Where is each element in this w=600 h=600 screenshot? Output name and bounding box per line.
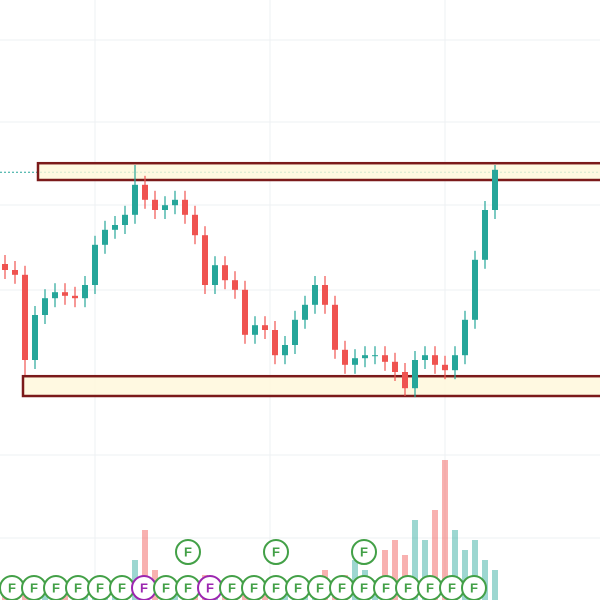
volume-bar (382, 550, 388, 600)
candle-body (382, 355, 388, 362)
event-label[interactable]: F (162, 581, 170, 596)
volume-bar (432, 510, 438, 600)
event-label[interactable]: F (448, 581, 456, 596)
candle-body (492, 169, 498, 210)
candle-body (102, 229, 108, 245)
volume-bar (442, 460, 448, 600)
event-label[interactable]: F (184, 545, 192, 560)
volume-bar (462, 550, 468, 600)
event-marker[interactable] (461, 575, 487, 600)
candle-body (82, 285, 88, 299)
candle-body (402, 372, 408, 389)
candle-body (2, 264, 8, 270)
candle-body (472, 259, 478, 320)
event-marker[interactable] (263, 539, 289, 565)
candle-body (52, 292, 58, 299)
candle-body (252, 325, 258, 335)
event-label[interactable]: F (30, 581, 38, 596)
event-label[interactable]: F (118, 581, 126, 596)
candle-body (282, 345, 288, 356)
candle-body (162, 205, 168, 210)
candle-body (62, 292, 68, 296)
candle-body (232, 280, 238, 290)
volume-bar (472, 540, 478, 600)
candle-body (392, 361, 398, 372)
candle-body (352, 358, 358, 365)
event-label[interactable]: F (228, 581, 236, 596)
event-label[interactable]: F (360, 545, 368, 560)
event-label[interactable]: F (360, 581, 368, 596)
event-label[interactable]: F (272, 545, 280, 560)
event-label[interactable]: F (272, 581, 280, 596)
candle-body (122, 214, 128, 225)
event-marker[interactable] (175, 539, 201, 565)
candle-body (482, 210, 488, 260)
candle-body (432, 355, 438, 365)
candle-body (272, 330, 278, 356)
candle-body (302, 304, 308, 320)
event-marker[interactable] (351, 539, 377, 565)
candle-body (262, 325, 268, 330)
candle-body (372, 355, 378, 357)
candle-body (342, 349, 348, 365)
candle-body (192, 214, 198, 236)
event-label[interactable]: F (338, 581, 346, 596)
event-label[interactable]: F (184, 581, 192, 596)
candle-body (322, 285, 328, 305)
candle-body (442, 364, 448, 371)
candle-body (242, 289, 248, 335)
candle-body (312, 285, 318, 305)
volume-bar (142, 530, 148, 600)
candle-body (182, 199, 188, 215)
event-label[interactable]: F (294, 581, 302, 596)
candle-body (422, 355, 428, 360)
candle-body (332, 304, 338, 350)
candle-body (212, 265, 218, 285)
event-label[interactable]: F (96, 581, 104, 596)
candle-body (202, 235, 208, 285)
event-label[interactable]: F (382, 581, 390, 596)
candle-body (42, 298, 48, 315)
candle-body (362, 355, 368, 359)
candle-body (72, 295, 78, 299)
volume-bar (492, 570, 498, 600)
candle-body (22, 274, 28, 360)
volume-bar (42, 592, 48, 600)
zone (36, 161, 600, 182)
candle-body (112, 225, 118, 230)
candle-body (292, 319, 298, 345)
volume-bar (482, 560, 488, 600)
event-label[interactable]: F (8, 581, 16, 596)
volume-bar (452, 530, 458, 600)
candle-body (132, 184, 138, 215)
volume-bar (262, 592, 268, 600)
event-label[interactable]: F (426, 581, 434, 596)
candle-body (12, 270, 18, 275)
volume-bar (392, 540, 398, 600)
candle-body (172, 199, 178, 206)
volume-bar (422, 540, 428, 600)
candle-body (222, 265, 228, 281)
event-label[interactable]: F (316, 581, 324, 596)
candle-body (32, 315, 38, 360)
candle-body (462, 319, 468, 356)
event-label[interactable]: F (206, 581, 214, 596)
candle-body (92, 244, 98, 285)
zone (21, 374, 600, 398)
event-label[interactable]: F (52, 581, 60, 596)
event-label[interactable]: F (470, 581, 478, 596)
event-label[interactable]: F (74, 581, 82, 596)
candle-body (142, 184, 148, 200)
volume-bar (412, 520, 418, 600)
candle-body (452, 355, 458, 371)
event-label[interactable]: F (404, 581, 412, 596)
event-label[interactable]: F (250, 581, 258, 596)
candle-body (412, 360, 418, 389)
event-label[interactable]: F (140, 581, 148, 596)
candle-body (152, 199, 158, 210)
